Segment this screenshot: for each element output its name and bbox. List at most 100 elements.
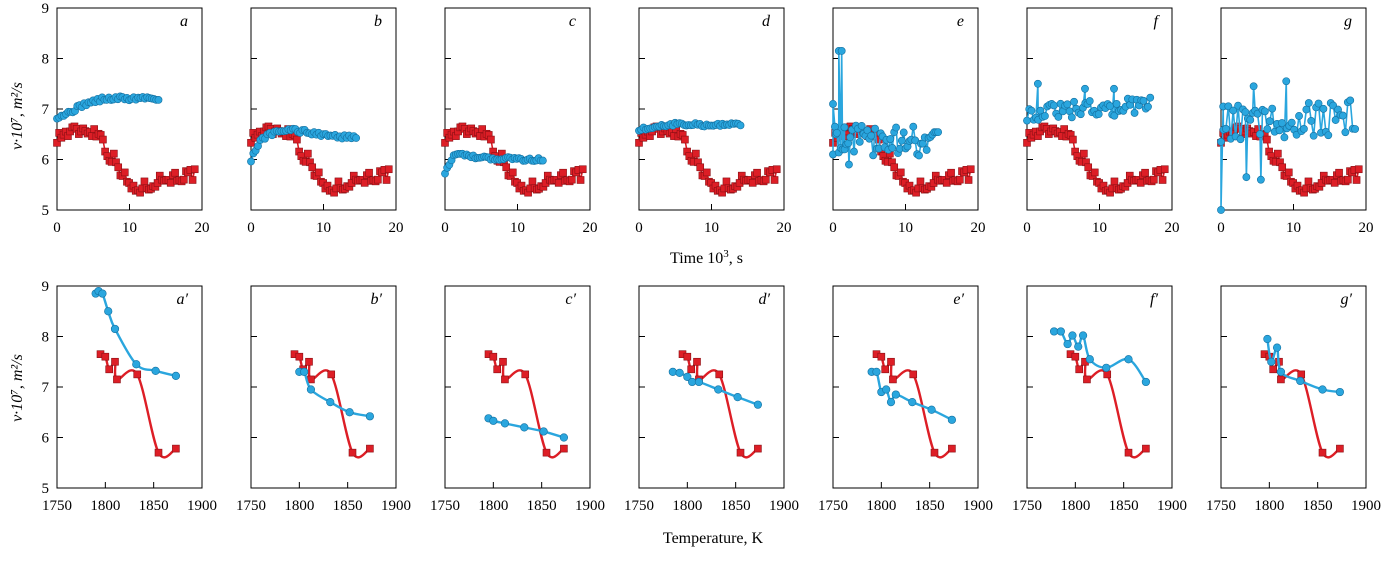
red-point bbox=[180, 175, 188, 184]
panel-label: c bbox=[569, 13, 576, 30]
top-panel-2: 0 10 20 b bbox=[247, 7, 404, 236]
red-point bbox=[966, 165, 975, 174]
blue-point bbox=[1139, 96, 1148, 105]
red-point bbox=[360, 179, 369, 187]
plot-area bbox=[53, 92, 199, 197]
blue-point bbox=[1217, 137, 1225, 146]
blue-point bbox=[1085, 355, 1094, 364]
top-x-axis-title-tail: , s bbox=[729, 250, 743, 267]
red-point bbox=[114, 163, 123, 172]
blue-point bbox=[1130, 109, 1139, 117]
red-point bbox=[736, 448, 745, 457]
red-point bbox=[715, 370, 724, 379]
red-point bbox=[487, 135, 495, 144]
blue-point bbox=[1041, 112, 1049, 120]
red-point bbox=[99, 135, 107, 144]
panel-label: d bbox=[762, 13, 771, 30]
red-point bbox=[762, 175, 770, 184]
red-point bbox=[696, 163, 705, 172]
top-panel-1: 5 6 7 8 9 0 10 20 a bbox=[42, 1, 210, 236]
red-point bbox=[1263, 135, 1271, 144]
red-point bbox=[247, 139, 255, 147]
blue-point bbox=[845, 160, 853, 169]
blue-point bbox=[846, 133, 855, 142]
x-tick-label: 1750 bbox=[1012, 498, 1042, 514]
blue-point bbox=[1314, 99, 1323, 108]
plot-area bbox=[247, 122, 393, 197]
blue-point bbox=[1318, 385, 1327, 394]
red-point bbox=[304, 149, 312, 158]
bottom-x-axis-title: Temperature, K bbox=[663, 530, 764, 547]
panel-frame bbox=[1220, 285, 1367, 489]
x-tick-label: 1850 bbox=[721, 498, 751, 514]
blue-point bbox=[1102, 363, 1111, 372]
blue-point bbox=[1287, 118, 1296, 127]
red-point bbox=[101, 352, 110, 361]
blue-point bbox=[1094, 110, 1103, 119]
red-point bbox=[314, 168, 323, 177]
bottom-panel-7: 1750 1800 1850 1900 g′ bbox=[1206, 285, 1381, 514]
blue-point bbox=[1268, 104, 1277, 113]
blue-point bbox=[1260, 107, 1269, 116]
blue-point bbox=[1309, 131, 1318, 140]
blue-point bbox=[1063, 339, 1072, 349]
blue-point bbox=[1249, 82, 1258, 91]
plot-area bbox=[867, 350, 957, 459]
panel-label: c′ bbox=[565, 291, 576, 308]
red-point bbox=[1330, 179, 1339, 187]
blue-point bbox=[154, 95, 163, 104]
x-tick-label: 1850 bbox=[1303, 498, 1333, 514]
top-panel-7: 0 10 20 g bbox=[1217, 7, 1374, 236]
x-tick-label: 1900 bbox=[1157, 498, 1187, 514]
plot-area bbox=[668, 350, 763, 459]
red-point bbox=[1142, 444, 1150, 453]
blue-point bbox=[694, 377, 704, 387]
red-point bbox=[172, 444, 180, 453]
x-tick-label: 1900 bbox=[963, 498, 993, 514]
blue-point bbox=[1106, 102, 1114, 110]
blue-point bbox=[1236, 135, 1245, 144]
x-tick-label: 20 bbox=[195, 220, 210, 236]
x-tick-label: 1800 bbox=[478, 498, 508, 514]
red-point bbox=[956, 175, 964, 184]
bottom-panel-6: 1750 1800 1850 1900 f′ bbox=[1012, 285, 1187, 514]
red-point bbox=[502, 163, 511, 172]
top-panel-5: 0 10 20 e bbox=[829, 7, 986, 236]
x-tick-label: 10 bbox=[704, 220, 719, 236]
red-point bbox=[542, 448, 551, 457]
blue-point bbox=[1304, 99, 1313, 107]
blue-point bbox=[869, 151, 878, 160]
red-point bbox=[889, 375, 897, 384]
plot-area bbox=[1049, 327, 1150, 459]
red-point bbox=[1335, 168, 1343, 177]
blue-point bbox=[1110, 84, 1118, 93]
red-point bbox=[1124, 448, 1133, 457]
red-point bbox=[348, 448, 357, 457]
plot-area bbox=[484, 350, 569, 459]
blue-point bbox=[753, 400, 763, 409]
blue-point bbox=[1033, 79, 1042, 88]
red-point bbox=[308, 163, 317, 172]
red-point bbox=[1080, 149, 1088, 158]
blue-point bbox=[104, 307, 113, 316]
blue-point bbox=[1300, 125, 1308, 133]
blue-point bbox=[1070, 97, 1078, 106]
red-point bbox=[1060, 125, 1068, 133]
blue-point bbox=[1307, 116, 1316, 125]
x-tick-label: 1800 bbox=[284, 498, 314, 514]
red-point bbox=[1103, 370, 1112, 379]
blue-point bbox=[1049, 101, 1058, 110]
red-point bbox=[508, 168, 517, 177]
blue-point bbox=[1341, 128, 1350, 137]
red-point bbox=[560, 444, 568, 453]
x-tick-label: 10 bbox=[510, 220, 525, 236]
red-point bbox=[754, 444, 762, 453]
red-point bbox=[554, 179, 563, 187]
blue-point bbox=[247, 157, 255, 166]
x-tick-label: 1900 bbox=[381, 498, 411, 514]
y-tick-label: 6 bbox=[42, 431, 50, 447]
red-point bbox=[1136, 179, 1145, 187]
red-point bbox=[1023, 139, 1031, 147]
red-point bbox=[1084, 163, 1093, 172]
blue-point bbox=[1049, 327, 1059, 336]
